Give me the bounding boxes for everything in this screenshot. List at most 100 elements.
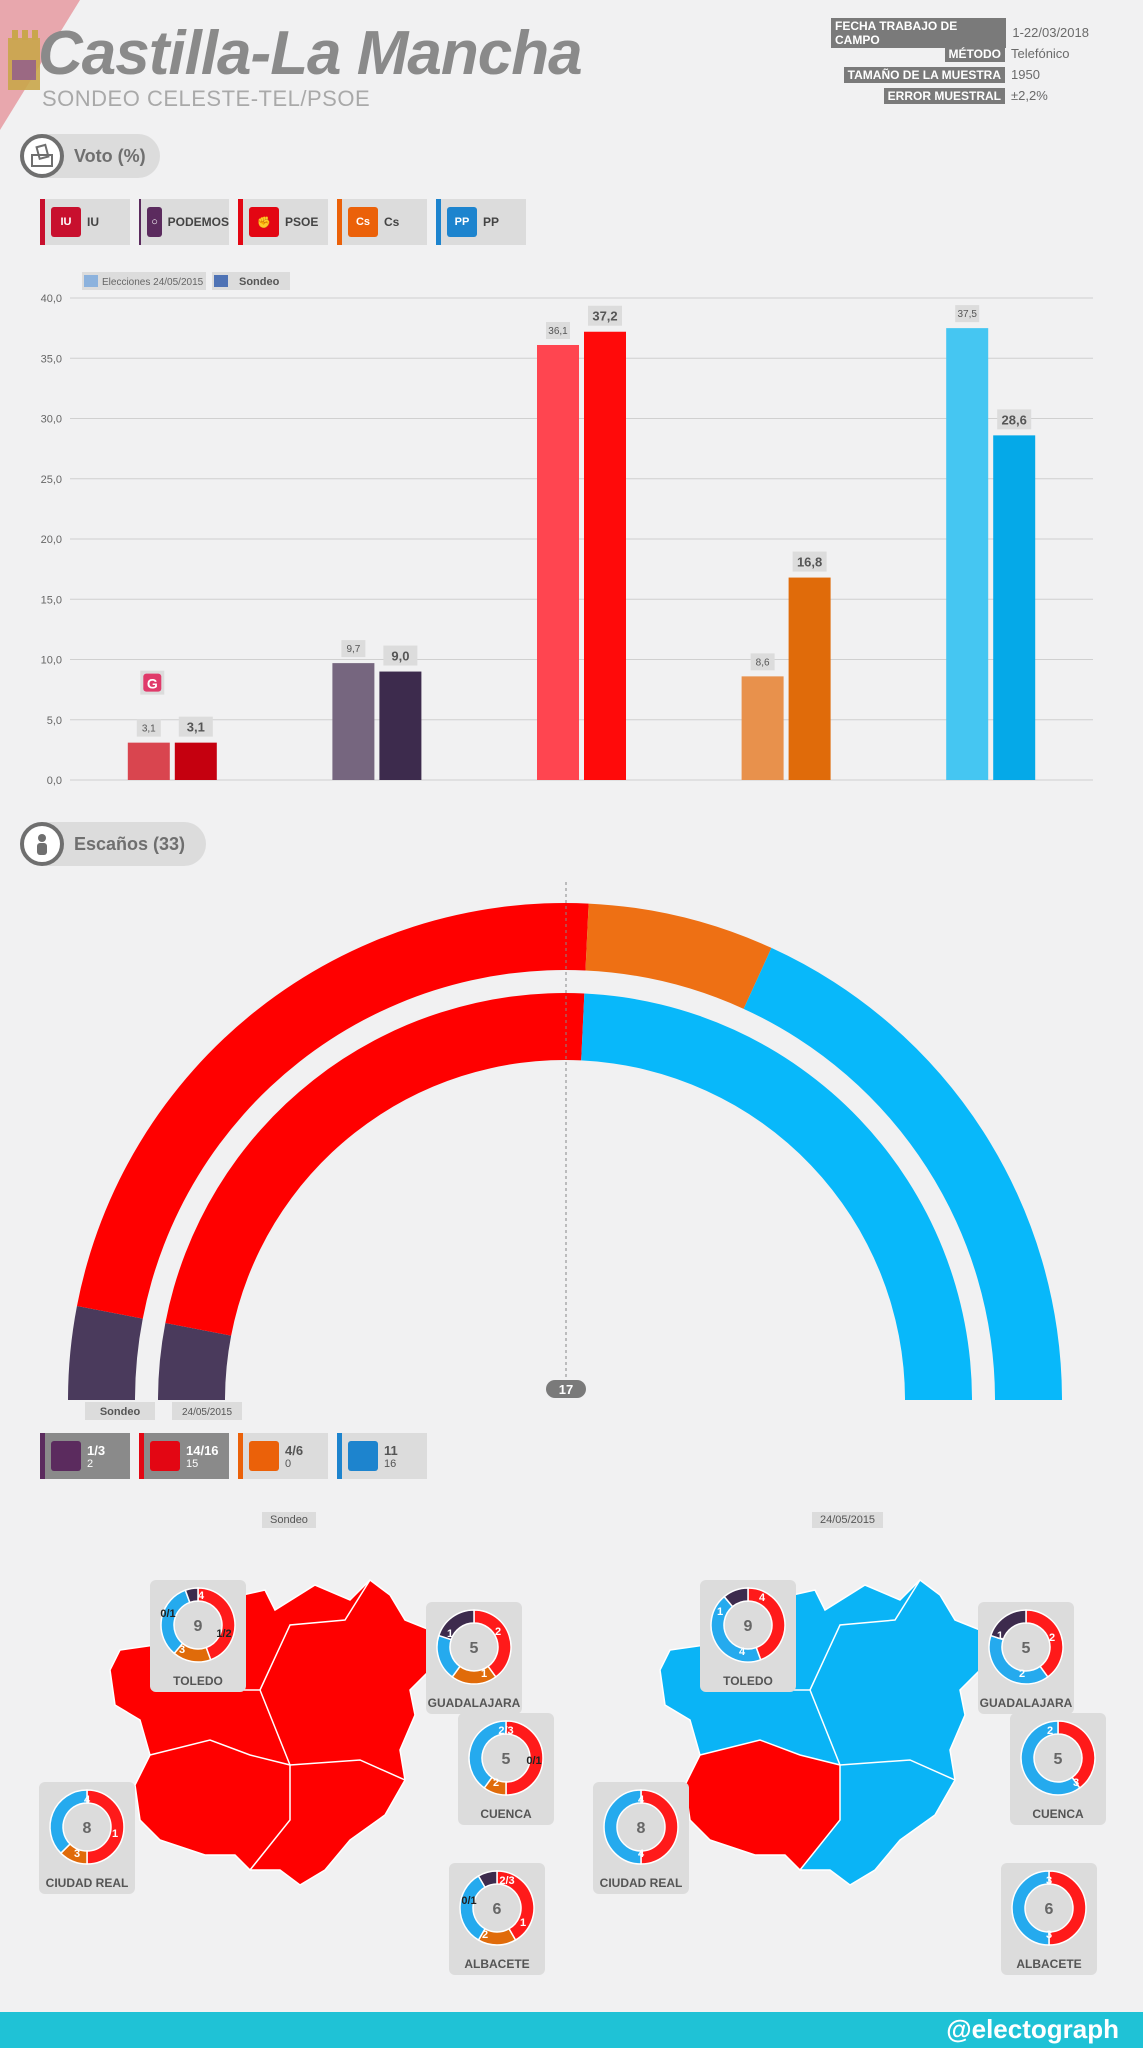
donut-center [1036,1736,1080,1780]
outer-ring-label: Sondeo [100,1406,141,1418]
donut-center [475,1886,519,1930]
y-tick-label: 15,0 [41,594,62,606]
party-legend-psoe: ✊ PSOE [238,199,328,245]
inner-ring-label: 24/05/2015 [182,1407,232,1418]
legend-swatch [214,275,228,287]
donut-segment [49,1789,88,1855]
bar-iu-poll [174,742,217,780]
map-label-2015: 24/05/2015 [812,1512,884,1528]
data-label-bg [178,716,213,737]
donut-label: 4 [739,1646,746,1658]
party-name: Cs [384,215,400,229]
donut-label: 1 [717,1606,723,1618]
corner-ribbon [0,0,80,130]
meta-key: MÉTODO [944,45,1005,62]
bar-psoe-poll [584,331,626,780]
seat-range: 1/3 [87,1442,106,1458]
province-total: 6 [493,1901,502,1918]
province-total: 8 [83,1820,92,1837]
chart-legend: Elecciones 24/05/2015 Sondeo [82,272,290,290]
province-total: 5 [470,1640,479,1657]
province-ciudad-real [684,1739,841,1872]
donut-label: 4 [638,1794,645,1806]
majority-value: 17 [559,1382,573,1397]
donut-label: 2 [482,1929,488,1941]
province-guadalajara-sondeo: 5 2 1 1 GUADALAJARA [426,1602,522,1714]
page-title: Castilla-La Mancha [38,19,583,88]
donut-segment [468,1720,507,1789]
province-name: ALBACETE [464,1957,529,1971]
data-label-bg [341,640,366,658]
iu-coalition-icon-letter: G [147,676,158,692]
inner-ring-segment-podemos [158,1322,232,1400]
seat-previous: 2 [87,1457,94,1470]
cs-logo-icon: Cs [348,207,378,237]
donut-center [726,1603,770,1647]
province-albacete-sondeo: 6 2/3 1 2 0/1 ALBACETE [449,1863,545,1975]
inner-ring-segment-pp [581,993,972,1400]
province-name: TOLEDO [723,1674,773,1688]
donut-segment [989,1609,1027,1641]
donut-label: 0/1 [461,1895,476,1907]
footer-handle: @electograph [946,2014,1119,2044]
data-label: 37,2 [592,309,617,324]
data-label: 37,5 [957,309,977,320]
podemos-logo-icon: ○ [147,207,162,237]
seat-range: 11 [384,1442,398,1458]
donut-label: 1 [447,1628,453,1640]
party-legend-pp: PP PP [436,199,526,245]
province-cuenca-2015: 5 2 3 CUENCA [1010,1713,1106,1825]
donut-label: 4 [759,1592,766,1604]
province-ciudad-real-sondeo: 8 4 1 3 CIUDAD REAL [39,1782,135,1894]
party-name: PP [483,215,500,229]
bar-pp-election [946,328,989,780]
province-total: 6 [1045,1901,1054,1918]
donut-segment [477,1870,498,1889]
vote-section-label: Voto (%) [74,145,146,166]
bar-pp-poll [993,435,1036,780]
province-total: 5 [502,1751,511,1768]
donut-label: 4 [84,1794,91,1806]
iu-logo-icon: IU [51,207,81,237]
donut-center [1004,1625,1048,1669]
donut-label: 3 [74,1848,80,1860]
province-name: GUADALAJARA [428,1696,521,1710]
bar-cs-election [741,676,784,780]
data-label: 28,6 [1002,412,1027,427]
data-label: 16,8 [797,555,822,570]
donut-segment [184,1587,199,1604]
meta-row: FECHA TRABAJO DE CAMPO 1-22/03/2018 [831,17,1091,48]
seat-result-psoe: 14/16 15 [139,1433,229,1479]
seats-section-label: Escaños (33) [74,833,186,854]
seat-range: 14/16 [186,1442,219,1458]
data-label: 36,1 [548,326,568,337]
province-name: CIUDAD REAL [46,1876,129,1890]
province-name: CIUDAD REAL [600,1876,683,1890]
bar-podemos-election [332,663,375,780]
province-name: GUADALAJARA [980,1696,1073,1710]
donut-center [176,1603,220,1647]
meta-row: MÉTODO Telefónico [831,43,1091,64]
meta-value: 1-22/03/2018 [1012,25,1089,40]
meta-value: ±2,2% [1011,88,1048,103]
meta-row: TAMAÑO DE LA MUESTRA 1950 [831,64,1091,85]
donut-label: 1 [997,1630,1003,1642]
y-tick-label: 40,0 [41,293,62,305]
vote-section-header: Voto (%) [20,134,160,178]
province-total: 5 [1022,1640,1031,1657]
ballot-box-icon [20,134,64,178]
donut-label: 2 [493,1777,499,1789]
bar-podemos-poll [379,671,422,780]
outer-ring-segment-pp [743,947,1062,1400]
donut-label: 3 [1073,1777,1079,1789]
donut-center [484,1736,528,1780]
seat-previous: 15 [186,1457,199,1470]
footer-bar: @electograph [0,2012,1143,2048]
province-name: TOLEDO [173,1674,223,1688]
province-total: 8 [637,1820,646,1837]
donut-center [619,1805,663,1849]
iu-coalition-icon [143,673,162,692]
party-color-bar [337,199,342,245]
legend-label: Elecciones 24/05/2015 [102,277,204,288]
party-name: IU [87,215,99,229]
